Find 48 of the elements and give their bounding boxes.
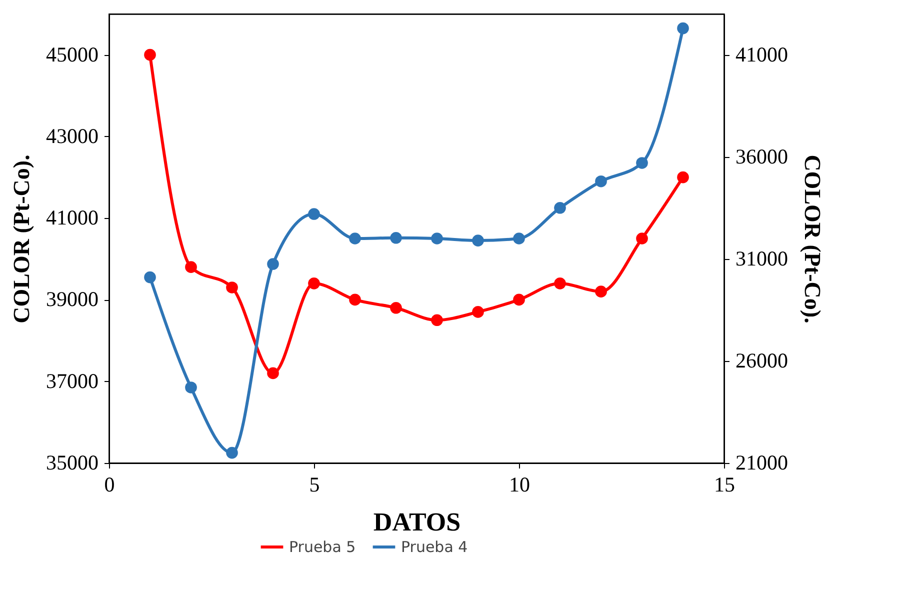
point <box>308 277 320 290</box>
x-tick-label: 5 <box>309 472 320 496</box>
point <box>677 22 689 34</box>
point <box>267 258 279 270</box>
point <box>267 367 279 380</box>
point <box>431 232 443 244</box>
point <box>472 306 484 318</box>
point <box>349 232 361 244</box>
point <box>513 232 525 244</box>
point <box>554 202 566 214</box>
point <box>595 175 607 188</box>
point <box>636 157 648 169</box>
point <box>226 282 238 294</box>
y2-tick-label: 26000 <box>736 348 788 372</box>
point <box>554 277 566 290</box>
x-tick-label: 0 <box>104 472 115 496</box>
point <box>472 234 484 246</box>
point <box>185 382 197 394</box>
x-tick-label: 15 <box>714 472 735 496</box>
y-axis-title: COLOR (Pt-Co). <box>9 154 34 324</box>
y-tick-label: 35000 <box>46 450 98 474</box>
x-axis-title: DATOS <box>373 508 461 536</box>
y2-tick-label: 21000 <box>736 450 788 474</box>
point <box>308 208 320 220</box>
point <box>144 271 156 284</box>
y2-axis-title: COLOR (Pt-Co). <box>800 154 825 324</box>
y2-tick-label: 36000 <box>736 144 788 168</box>
point <box>513 294 525 306</box>
point <box>677 171 689 184</box>
y-tick-label: 43000 <box>46 124 98 148</box>
y-tick-label: 41000 <box>46 206 98 230</box>
y-tick-label: 39000 <box>46 287 98 312</box>
y2-tick-label: 41000 <box>736 42 788 66</box>
point <box>226 446 238 459</box>
point <box>595 286 607 298</box>
point <box>144 48 156 61</box>
y2-tick-label: 31000 <box>736 246 788 270</box>
point <box>185 261 197 273</box>
legend-label: Prueba 5 <box>289 538 356 556</box>
point <box>390 302 402 314</box>
point <box>349 294 361 306</box>
y-tick-label: 45000 <box>46 42 98 66</box>
legend-label: Prueba 4 <box>401 538 468 556</box>
point <box>431 314 443 326</box>
x-tick-label: 10 <box>509 472 530 496</box>
point <box>390 232 402 244</box>
y-tick-label: 37000 <box>46 368 98 393</box>
point <box>636 232 648 244</box>
